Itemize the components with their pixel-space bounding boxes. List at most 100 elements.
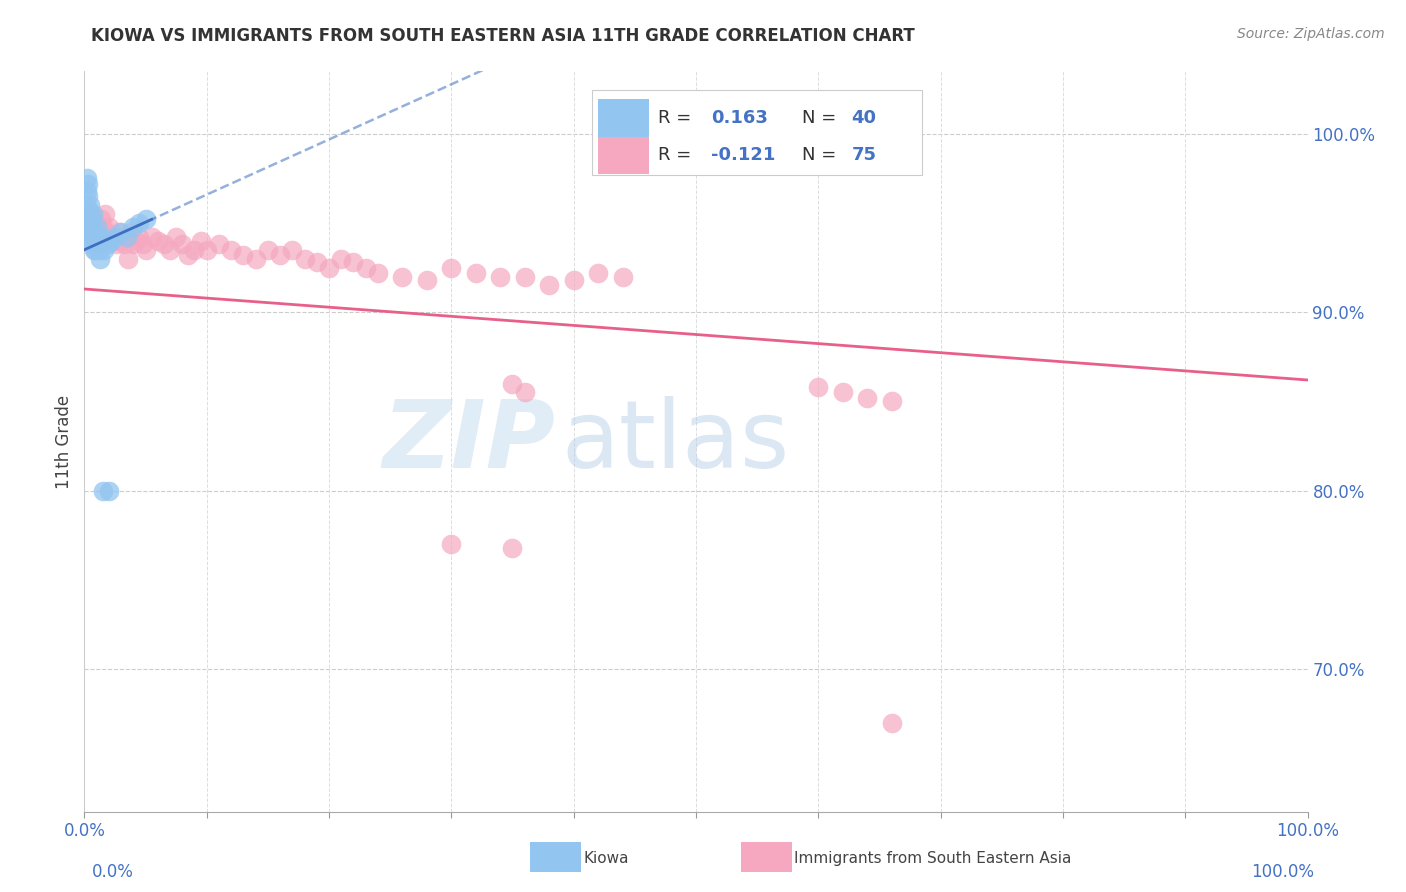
Point — [367, 266, 389, 280]
Point — [84, 225, 107, 239]
Point — [91, 230, 114, 244]
Point — [831, 385, 853, 400]
Point — [502, 376, 524, 391]
Point — [83, 243, 105, 257]
Point — [269, 248, 291, 262]
Point — [96, 225, 118, 239]
Point — [135, 243, 157, 257]
Point — [880, 394, 903, 409]
Point — [416, 273, 439, 287]
Point — [110, 234, 132, 248]
Y-axis label: 11th Grade: 11th Grade — [55, 394, 73, 489]
Point — [856, 391, 879, 405]
FancyBboxPatch shape — [598, 136, 650, 174]
Point — [219, 243, 242, 257]
Point — [354, 260, 377, 275]
Point — [232, 248, 254, 262]
Point — [75, 198, 97, 212]
Point — [128, 216, 150, 230]
Text: atlas: atlas — [561, 395, 790, 488]
Text: ZIP: ZIP — [382, 395, 555, 488]
Point — [94, 234, 117, 248]
FancyBboxPatch shape — [592, 90, 922, 175]
Point — [880, 715, 903, 730]
Point — [502, 541, 524, 555]
Point — [172, 237, 194, 252]
Point — [513, 385, 536, 400]
Point — [91, 219, 114, 234]
Point — [464, 266, 486, 280]
Point — [90, 212, 112, 227]
Text: 0.163: 0.163 — [710, 109, 768, 127]
Point — [86, 219, 108, 234]
Point — [79, 198, 101, 212]
Point — [77, 189, 100, 203]
Point — [120, 225, 142, 239]
Point — [183, 243, 205, 257]
Point — [86, 237, 108, 252]
Point — [79, 216, 101, 230]
Point — [87, 234, 110, 248]
Point — [612, 269, 634, 284]
Point — [89, 252, 111, 266]
Point — [245, 252, 267, 266]
Point — [77, 212, 100, 227]
Point — [77, 225, 100, 239]
Point — [82, 230, 104, 244]
Point — [122, 237, 145, 252]
Point — [103, 234, 125, 248]
Text: N =: N = — [803, 109, 837, 127]
Text: 40: 40 — [851, 109, 876, 127]
Point — [489, 269, 512, 284]
Point — [83, 212, 105, 227]
Point — [97, 234, 120, 248]
Point — [94, 207, 117, 221]
Point — [97, 237, 120, 252]
Point — [84, 230, 107, 244]
Text: KIOWA VS IMMIGRANTS FROM SOUTH EASTERN ASIA 11TH GRADE CORRELATION CHART: KIOWA VS IMMIGRANTS FROM SOUTH EASTERN A… — [91, 27, 915, 45]
Text: 0.0%: 0.0% — [91, 863, 134, 881]
Text: Immigrants from South Eastern Asia: Immigrants from South Eastern Asia — [794, 851, 1071, 865]
Point — [84, 243, 107, 257]
Point — [91, 483, 114, 498]
Text: -0.121: -0.121 — [710, 146, 775, 164]
Point — [132, 237, 155, 252]
Text: Kiowa: Kiowa — [583, 851, 628, 865]
Point — [100, 234, 122, 248]
Point — [125, 234, 148, 248]
Text: 100.0%: 100.0% — [1251, 863, 1315, 881]
Point — [141, 230, 163, 244]
FancyBboxPatch shape — [598, 100, 650, 136]
Point — [80, 219, 103, 234]
Point — [76, 184, 98, 198]
Point — [159, 243, 181, 257]
Point — [305, 255, 328, 269]
Point — [87, 234, 110, 248]
Point — [82, 207, 104, 221]
Point — [80, 212, 103, 227]
Point — [294, 252, 316, 266]
Text: Source: ZipAtlas.com: Source: ZipAtlas.com — [1237, 27, 1385, 41]
Point — [281, 243, 304, 257]
Point — [195, 243, 218, 257]
Point — [330, 252, 353, 266]
Point — [77, 212, 100, 227]
Point — [77, 225, 100, 239]
Point — [105, 237, 128, 252]
Point — [80, 219, 103, 234]
Point — [122, 219, 145, 234]
Point — [93, 243, 115, 257]
Point — [117, 252, 139, 266]
Point — [83, 225, 105, 239]
Point — [100, 230, 122, 244]
Point — [146, 234, 169, 248]
Text: 75: 75 — [851, 146, 876, 164]
Point — [87, 243, 110, 257]
Point — [153, 237, 176, 252]
Text: R =: R = — [658, 109, 692, 127]
Point — [87, 219, 110, 234]
Point — [538, 278, 561, 293]
Point — [77, 202, 100, 216]
Point — [128, 230, 150, 244]
Text: R =: R = — [658, 146, 692, 164]
